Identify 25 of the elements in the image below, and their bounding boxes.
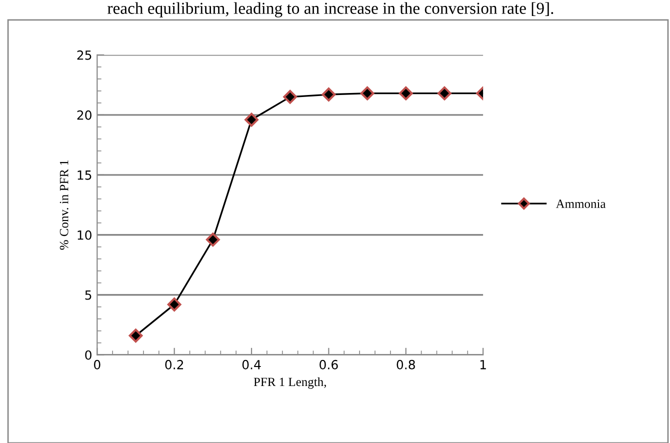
- text: reach equilibrium, leading to an increase in the conversion rate [9].: [108, 2, 554, 18]
- x-tick-label: 0.2: [165, 360, 184, 370]
- legend-label: Ammonia: [556, 200, 606, 208]
- y-tick-label: 10: [78, 230, 92, 240]
- y-tick-label: 0: [85, 350, 92, 360]
- y-axis-title: % Conv. in PFR 1: [60, 160, 68, 250]
- point: [283, 90, 298, 104]
- x-tick-label: 0.6: [320, 360, 338, 370]
- point: [438, 86, 452, 100]
- point: [167, 298, 182, 312]
- y-tick-label: 15: [78, 170, 92, 180]
- y-tick-label: 20: [77, 110, 92, 120]
- point: [322, 88, 336, 102]
- x-tick-label: 0.8: [396, 360, 415, 370]
- y-tick-label: 5: [85, 290, 92, 300]
- point: [360, 86, 374, 100]
- point: [206, 232, 220, 247]
- x-tick-label: 0: [94, 360, 100, 370]
- point: [398, 86, 413, 100]
- y-tick-label: 25: [77, 50, 92, 60]
- point: [128, 328, 143, 343]
- x-axis-title: PFR 1 Length,: [254, 377, 326, 389]
- x-tick-label: 0.4: [242, 360, 261, 370]
- x-tick-label: 1: [480, 360, 486, 370]
- point: [244, 112, 258, 127]
